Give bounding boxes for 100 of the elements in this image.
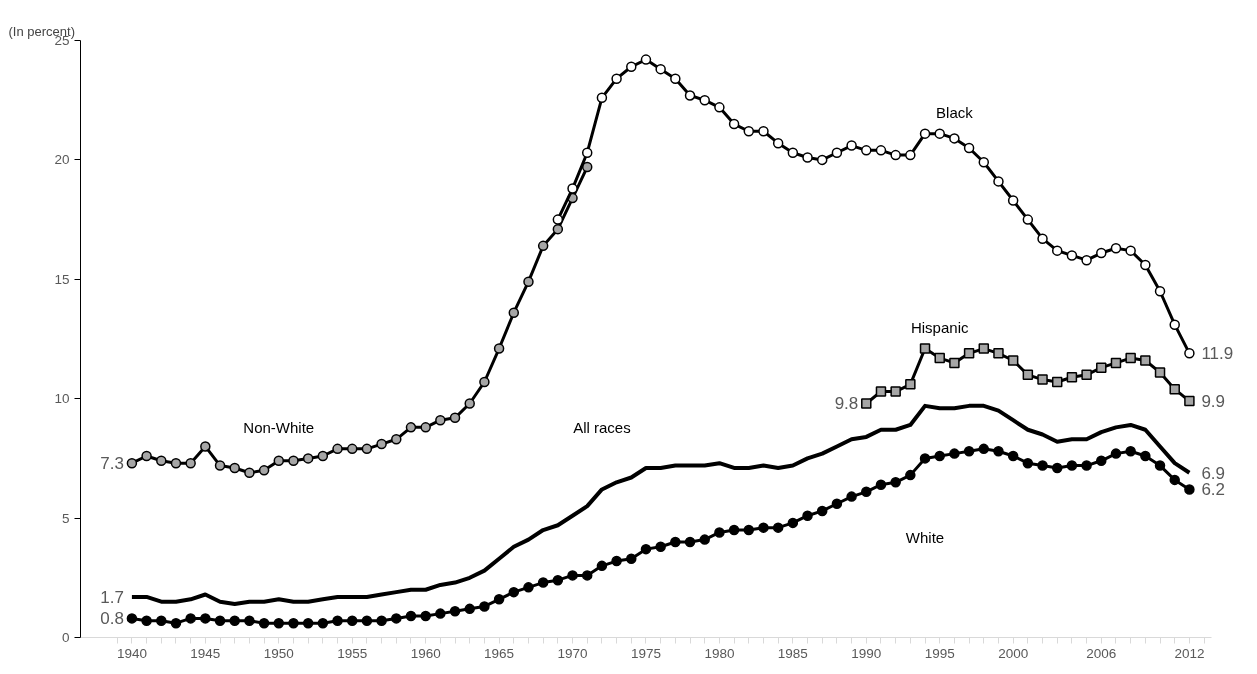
y-tick-label: 10: [54, 391, 70, 407]
point: [993, 348, 1004, 359]
point: [1051, 376, 1063, 388]
point: [567, 183, 578, 194]
point: [479, 376, 490, 388]
data-label: 11.9: [1201, 344, 1234, 364]
point: [581, 147, 593, 158]
point: [1154, 367, 1166, 378]
point: [919, 128, 931, 139]
point: [508, 307, 520, 318]
point: [1110, 243, 1122, 254]
point: [449, 412, 461, 424]
point: [156, 455, 167, 467]
point: [596, 92, 608, 104]
point: [978, 343, 990, 354]
point: [552, 223, 564, 235]
point: [684, 90, 696, 101]
point: [655, 63, 666, 75]
point: [126, 457, 138, 469]
point: [170, 457, 182, 469]
point: [1169, 319, 1180, 330]
x-tick-label: 1950: [263, 645, 294, 661]
point: [1051, 245, 1063, 256]
point: [523, 276, 534, 287]
point: [611, 73, 622, 84]
series-label: Non-White: [243, 418, 315, 436]
point: [934, 128, 945, 139]
x-tick-label: 2006: [1086, 645, 1117, 661]
point: [626, 61, 637, 73]
x-tick-label: 1970: [557, 645, 588, 661]
x-tick-label: 1945: [190, 645, 221, 661]
point: [1184, 395, 1195, 407]
point: [346, 443, 358, 455]
x-tick-label: 1940: [116, 645, 147, 661]
point: [1140, 259, 1151, 271]
data-label: 9.9: [1201, 392, 1226, 412]
point: [493, 343, 505, 354]
point: [861, 398, 872, 409]
point: [376, 438, 387, 450]
series-label: Hispanic: [910, 318, 969, 336]
point: [435, 414, 446, 426]
point: [846, 140, 857, 151]
y-tick-label: 15: [54, 271, 70, 287]
point: [1022, 369, 1034, 381]
point: [1125, 352, 1136, 364]
point: [1066, 371, 1078, 383]
point: [302, 453, 314, 464]
point: [581, 161, 593, 173]
point: [949, 357, 960, 369]
text: All races: [573, 418, 631, 436]
point: [670, 73, 681, 84]
data-label: 9.8: [834, 394, 859, 414]
point: [258, 465, 270, 476]
point: [200, 441, 211, 452]
series-label: Black: [936, 103, 974, 121]
point: [537, 240, 549, 252]
point: [1081, 369, 1092, 381]
point: [391, 434, 402, 445]
x-tick-label: 1995: [924, 645, 955, 661]
point: [214, 460, 226, 471]
point: [1022, 214, 1034, 225]
x-tick-label: 1990: [851, 645, 882, 661]
point: [949, 133, 960, 144]
point: [758, 126, 769, 137]
point: [640, 54, 652, 65]
x-tick-label: 1960: [410, 645, 441, 661]
y-tick-label: 5: [61, 510, 70, 526]
point: [743, 126, 755, 137]
point: [185, 457, 196, 469]
point: [861, 145, 872, 156]
point: [963, 142, 975, 154]
x-tick-label: 1955: [337, 645, 368, 661]
point: [875, 145, 887, 156]
point: [831, 147, 843, 158]
point: [141, 450, 152, 462]
point: [229, 462, 240, 474]
y-tick-label: 0: [61, 630, 70, 645]
point: [728, 118, 740, 130]
point: [1007, 355, 1019, 366]
point: [963, 348, 975, 359]
x-tick-label: 1975: [630, 645, 661, 661]
point: [288, 455, 299, 467]
point: [905, 379, 916, 390]
point: [1096, 362, 1107, 373]
x-tick-label: 1985: [777, 645, 808, 661]
point: [699, 94, 710, 106]
point: [890, 149, 901, 161]
point: [714, 102, 725, 113]
point: [273, 455, 285, 467]
point: [978, 157, 990, 168]
point: [905, 149, 916, 161]
text: White: [905, 528, 945, 546]
data-label: 6.9: [1201, 463, 1226, 483]
point: [332, 443, 343, 455]
point: [787, 147, 799, 158]
point: [552, 214, 564, 225]
x-tick-label: 2012: [1174, 645, 1205, 661]
point: [244, 467, 255, 478]
point: [1066, 250, 1078, 261]
point: [890, 386, 901, 397]
